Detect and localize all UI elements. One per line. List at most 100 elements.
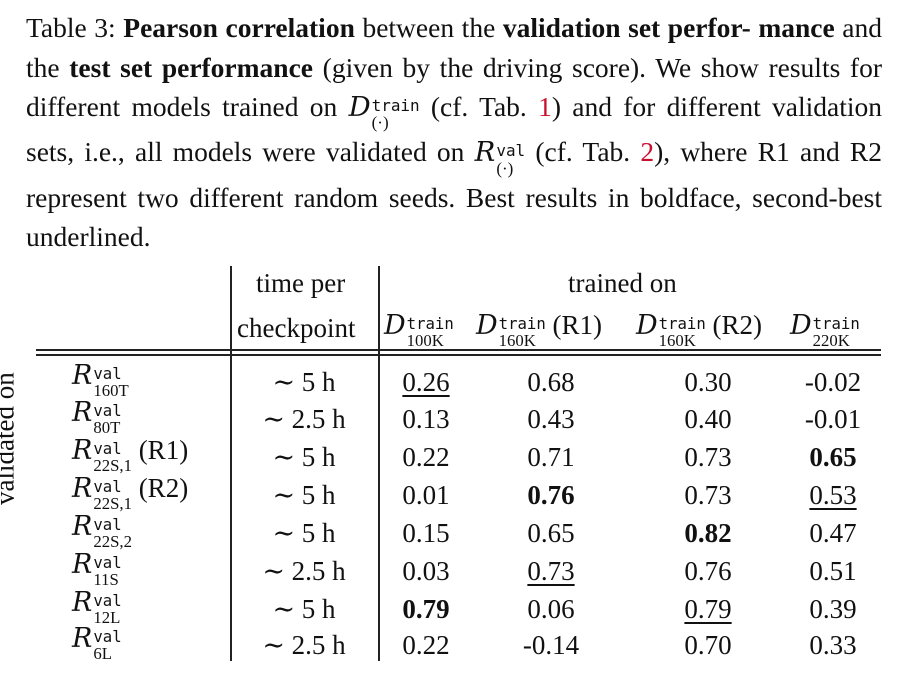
- vertical-rule-right: [378, 266, 380, 661]
- value-cell: 0.22: [371, 632, 481, 659]
- value-cell: 0.73: [653, 482, 763, 509]
- value-text: 0.01: [402, 480, 450, 510]
- value-text: 0.76: [684, 556, 732, 586]
- math-d-symbol: D: [348, 91, 371, 123]
- caption-bold-pearson: Pearson correlation: [123, 12, 355, 43]
- math-supsub: val (·): [496, 140, 526, 178]
- column-label-symbol: D: [636, 310, 658, 341]
- row-symbol-symbol: R: [72, 549, 93, 580]
- row-symbol-sub: 160T: [93, 381, 129, 401]
- row-symbol-supsub: val 22S,2: [93, 514, 132, 551]
- table-ref-link[interactable]: 2: [640, 136, 655, 168]
- value-cell: 0.03: [371, 558, 481, 585]
- row-symbol-sup: val: [93, 400, 122, 420]
- value-cell: 0.51: [778, 558, 888, 585]
- value-cell: -0.02: [778, 369, 888, 396]
- value-cell: 0.43: [496, 406, 606, 433]
- row-symbol-sub: 22S,1: [93, 456, 132, 476]
- value-text: 0.26: [402, 367, 450, 397]
- row-symbol-suffix: (R2): [131, 473, 189, 503]
- table-ref-link[interactable]: 1: [538, 91, 552, 122]
- value-cell: 0.06: [496, 596, 606, 623]
- value-cell: 0.39: [778, 596, 888, 623]
- caption-bold-test: test set performance: [69, 51, 314, 83]
- row-symbol-sup: val: [93, 590, 122, 610]
- time-cell: ∼ 5 h: [272, 442, 336, 472]
- value-text: 0.43: [527, 404, 575, 434]
- value-text: 0.33: [809, 630, 857, 660]
- value-cell: 0.53: [778, 482, 888, 509]
- value-text: 0.53: [809, 480, 857, 510]
- header-rule-top: [36, 349, 881, 351]
- row-group-label: validated on: [0, 372, 20, 505]
- value-text: 0.03: [402, 556, 450, 586]
- row-symbol-symbol: R: [72, 397, 93, 428]
- caption-bold-validation: validation set perfor- mance: [502, 12, 835, 43]
- row-symbol-sub: 22S,1: [93, 494, 132, 514]
- column-label-supsub: train 100K: [406, 315, 454, 351]
- value-cell: 0.33: [778, 632, 888, 659]
- column-label-sub: 100K: [406, 331, 444, 351]
- value-cell: 0.82: [653, 520, 763, 547]
- value-cell: -0.01: [778, 406, 888, 433]
- column-label-supsub: train 220K: [813, 315, 860, 350]
- column-label-sub: 160K: [658, 331, 696, 351]
- value-cell: 0.68: [496, 369, 606, 396]
- table-caption: Table 3: Pearson correlation between the…: [26, 8, 882, 257]
- value-cell: 0.71: [496, 444, 606, 471]
- row-symbol-sub: 6L: [93, 644, 112, 664]
- value-text: 0.73: [684, 480, 732, 510]
- row-symbol-sup: val: [93, 552, 122, 572]
- row-symbol-sup: val: [93, 476, 122, 496]
- value-cell: 0.65: [496, 520, 606, 547]
- column-label-sub: 160K: [498, 331, 536, 351]
- time-cell: ∼ 2.5 h: [262, 630, 346, 660]
- header-time-line2: checkpoint: [237, 313, 356, 343]
- row-symbol-supsub: val 12L: [93, 590, 122, 627]
- row-symbol-symbol: R: [72, 360, 93, 391]
- row-symbol-supsub: val 11S: [93, 552, 122, 590]
- row-symbol-supsub: val 22S,1: [93, 440, 132, 476]
- caption-text: (cf. Tab.: [419, 91, 539, 122]
- value-cell: 0.01: [371, 482, 481, 509]
- math-sup: val: [496, 140, 526, 160]
- value-cell: 0.13: [371, 406, 481, 433]
- math-sub: (·): [496, 158, 514, 178]
- column-label-sup: train: [498, 313, 546, 333]
- value-text: 0.73: [684, 442, 732, 472]
- row-symbol-suffix: (R1): [131, 435, 189, 465]
- row-symbol-sub: 11S: [93, 570, 119, 590]
- time-cell: ∼ 5 h: [272, 480, 336, 510]
- value-text: 0.65: [809, 442, 857, 472]
- value-text: 0.65: [527, 518, 575, 548]
- row-symbol-supsub: val 22S,1: [93, 476, 132, 514]
- value-cell: 0.76: [496, 482, 606, 509]
- vertical-rule-left: [230, 266, 232, 661]
- column-label-sup: train: [658, 313, 706, 333]
- value-cell: 0.79: [371, 596, 481, 623]
- time-cell: ∼ 2.5 h: [262, 404, 346, 434]
- value-cell: 0.15: [371, 520, 481, 547]
- row-symbol-sup: val: [93, 514, 122, 534]
- header-rule-bottom: [36, 354, 881, 356]
- value-text: 0.79: [684, 594, 732, 624]
- value-cell: 0.30: [653, 369, 763, 396]
- row-symbol-symbol: R: [72, 511, 93, 542]
- value-text: 0.76: [527, 480, 575, 510]
